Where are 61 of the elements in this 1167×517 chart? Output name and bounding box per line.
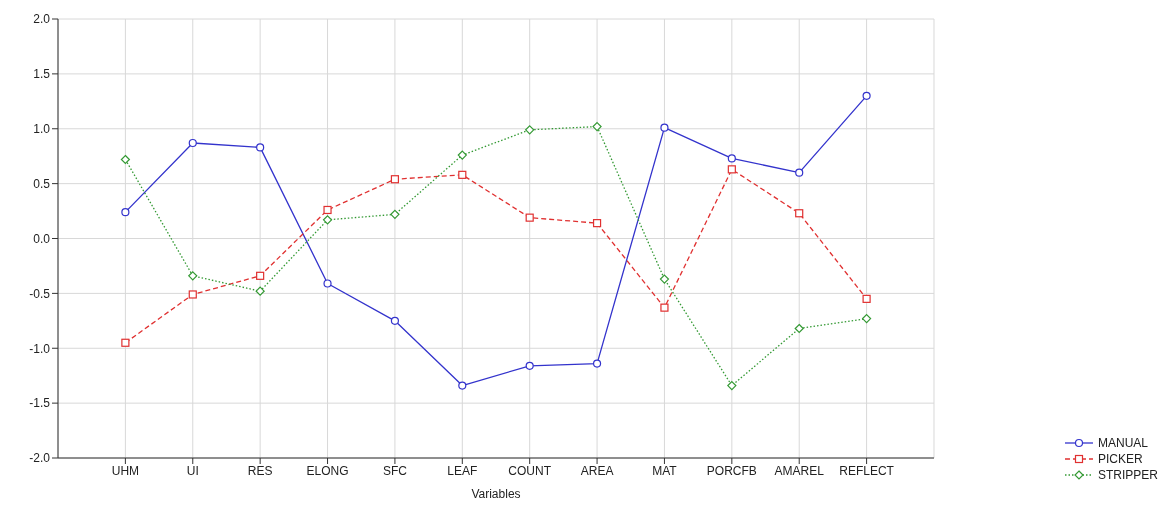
- point: [457, 150, 467, 160]
- point: [592, 121, 602, 132]
- y-tick-label: -1.5: [29, 396, 51, 411]
- point: [795, 168, 804, 177]
- point: [188, 271, 198, 281]
- legend-label: STRIPPER: [1097, 468, 1158, 482]
- point: [525, 213, 534, 222]
- point: [727, 154, 736, 163]
- x-tick-label: COUNT: [508, 463, 552, 478]
- y-tick-label: -0.5: [29, 286, 51, 301]
- x-tick-label: MAT: [652, 463, 678, 478]
- x-tick-label: ELONG: [306, 463, 349, 478]
- point: [794, 323, 804, 334]
- x-tick-label: LEAF: [447, 463, 478, 478]
- x-tick-label: SFC: [382, 463, 408, 478]
- point: [256, 271, 265, 280]
- point: [323, 279, 332, 288]
- point: [390, 209, 400, 219]
- y-tick-label: 0.0: [33, 231, 51, 246]
- point: [525, 125, 535, 135]
- point: [188, 138, 197, 148]
- point: [659, 274, 670, 284]
- point: [390, 175, 400, 184]
- point: [322, 215, 333, 225]
- point: [660, 123, 669, 132]
- y-tick-label: 2.0: [33, 12, 51, 27]
- point: [525, 361, 534, 370]
- point: [592, 219, 602, 228]
- point: [121, 208, 130, 217]
- point: [256, 143, 265, 152]
- point: [121, 338, 130, 347]
- y-tick-label: 1.5: [33, 67, 51, 82]
- x-tick-label: REFLECT: [839, 463, 895, 478]
- point: [727, 380, 737, 391]
- x-tick-label: AMAREL: [774, 463, 825, 478]
- point: [323, 205, 332, 215]
- legend-label: PICKER: [1097, 452, 1143, 466]
- y-tick-label: 1.0: [33, 122, 51, 137]
- x-tick-label: PORCFB: [706, 463, 757, 478]
- legend-label: MANUAL: [1097, 436, 1148, 450]
- y-tick-label: 0.5: [33, 176, 51, 191]
- point: [390, 316, 400, 325]
- point: [862, 91, 871, 100]
- y-tick-label: -1.0: [29, 341, 51, 356]
- point: [727, 165, 736, 174]
- point: [120, 154, 130, 165]
- point: [795, 209, 804, 218]
- point: [862, 314, 872, 324]
- point: [255, 286, 265, 296]
- x-axis-title: Variables: [471, 487, 521, 501]
- x-tick-label: UI: [186, 463, 199, 478]
- y-tick-label: -2.0: [29, 451, 51, 466]
- point: [862, 294, 871, 303]
- point: [592, 359, 602, 368]
- point: [458, 381, 467, 390]
- x-tick-label: UHM: [111, 463, 140, 478]
- x-tick-label: RES: [247, 463, 273, 478]
- point: [188, 290, 197, 299]
- point: [458, 170, 467, 179]
- point: [660, 303, 669, 312]
- x-tick-label: AREA: [580, 463, 614, 478]
